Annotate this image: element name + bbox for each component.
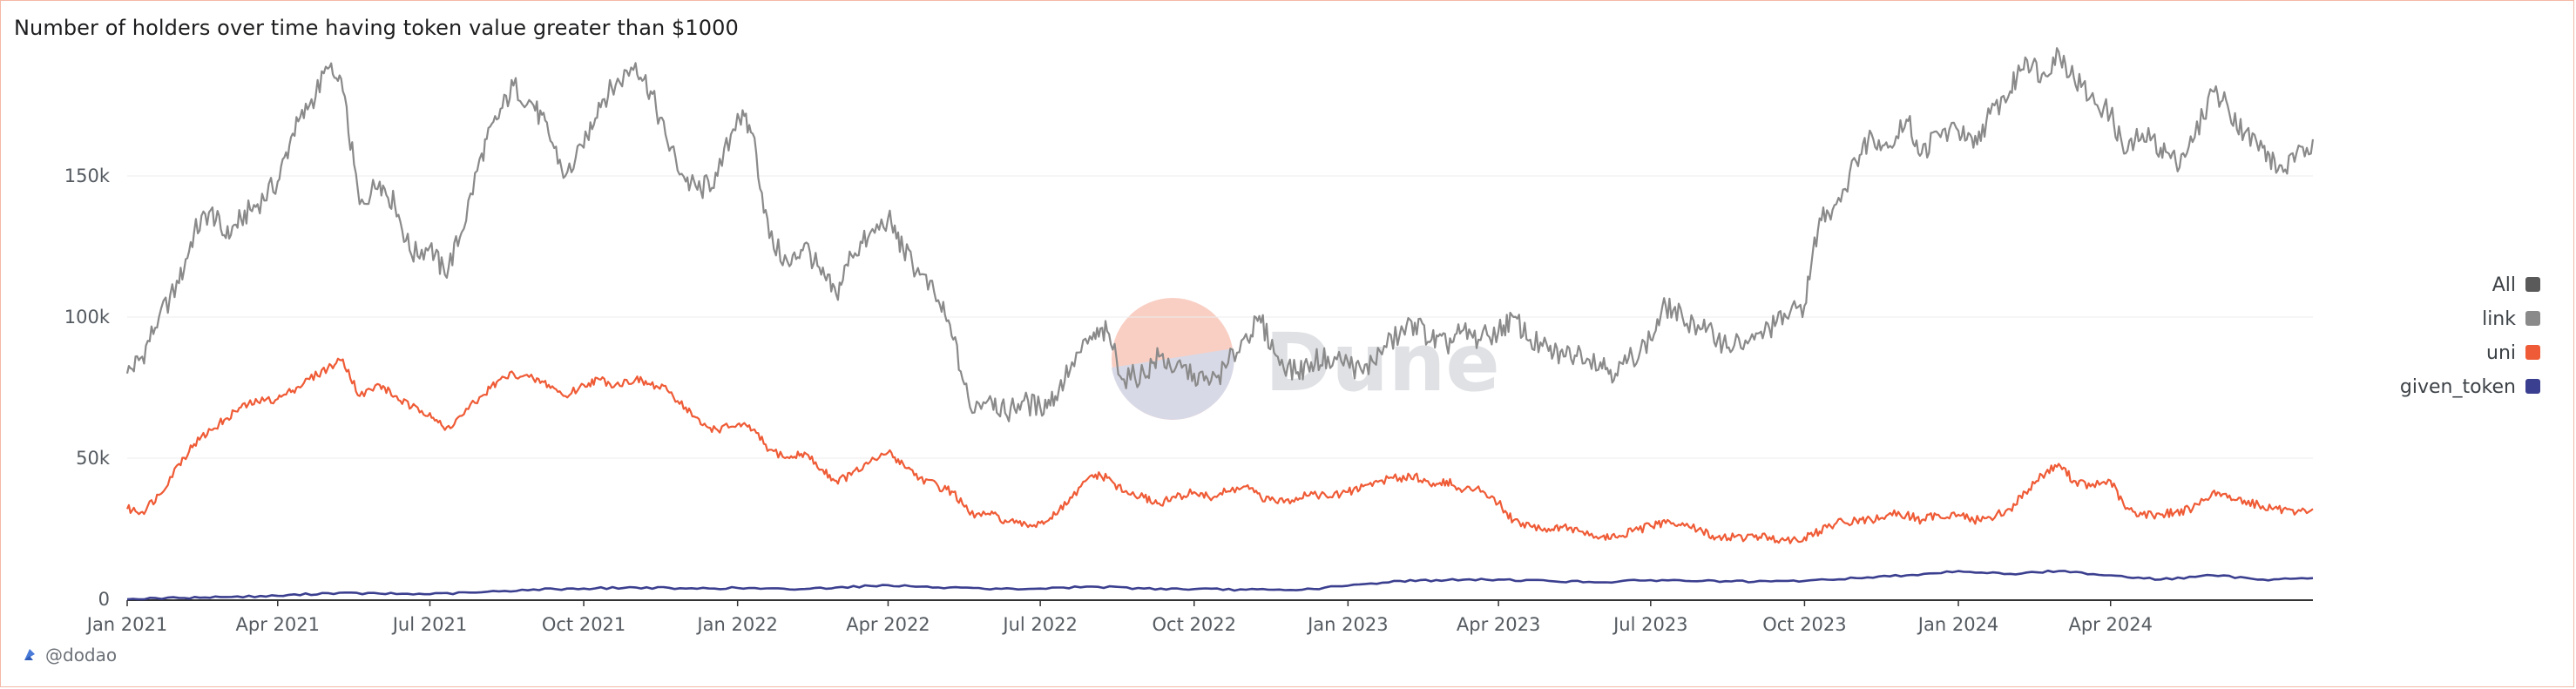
y-tick-label: 50k [76,448,111,469]
legend-swatch[interactable] [2525,379,2540,394]
x-tick-label: Jan 2024 [1917,614,1999,635]
legend[interactable]: All link uni given_token [2400,274,2540,398]
dodao-icon [24,649,35,660]
x-tick-label: Apr 2023 [1457,614,1540,635]
y-axis-ticks: 0 50k 100k 150k [64,165,111,610]
x-tick-label: Apr 2024 [2068,614,2152,635]
x-tick-label: Oct 2022 [1153,614,1236,635]
credit-text: @dodao [45,645,118,665]
legend-label[interactable]: All [2492,274,2516,296]
legend-label[interactable]: given_token [2400,376,2516,398]
y-tick-label: 150k [64,165,111,186]
series-line-link [125,47,2315,422]
credit[interactable]: @dodao [21,645,117,665]
x-tick-label: Oct 2021 [542,614,625,635]
series-line-uni [125,357,2314,544]
x-tick-label: Jan 2022 [695,614,778,635]
x-tick-label: Jul 2023 [1612,614,1687,635]
gridlines [127,175,2313,601]
series-lines [125,47,2315,601]
x-tick-label: Apr 2021 [236,614,320,635]
x-tick-label: Oct 2023 [1762,614,1846,635]
legend-label[interactable]: uni [2486,342,2516,364]
legend-swatch[interactable] [2525,311,2540,326]
series-line-given-token [126,569,2314,601]
x-axis-ticks: Jan 2021 Apr 2021 Jul 2021 Oct 2021 Jan 2022… [85,600,2153,635]
x-tick-label: Apr 2022 [846,614,930,635]
legend-label[interactable]: link [2482,308,2516,330]
x-tick-label: Jul 2021 [391,614,467,635]
legend-swatch[interactable] [2525,277,2540,292]
x-tick-label: Jan 2021 [85,614,168,635]
chart-title: Number of holders over time having token… [14,16,739,40]
x-tick-label: Jul 2022 [1001,614,1077,635]
legend-swatch[interactable] [2525,345,2540,360]
y-tick-label: 0 [98,589,110,610]
x-tick-label: Jan 2023 [1306,614,1389,635]
y-tick-label: 100k [64,307,111,328]
